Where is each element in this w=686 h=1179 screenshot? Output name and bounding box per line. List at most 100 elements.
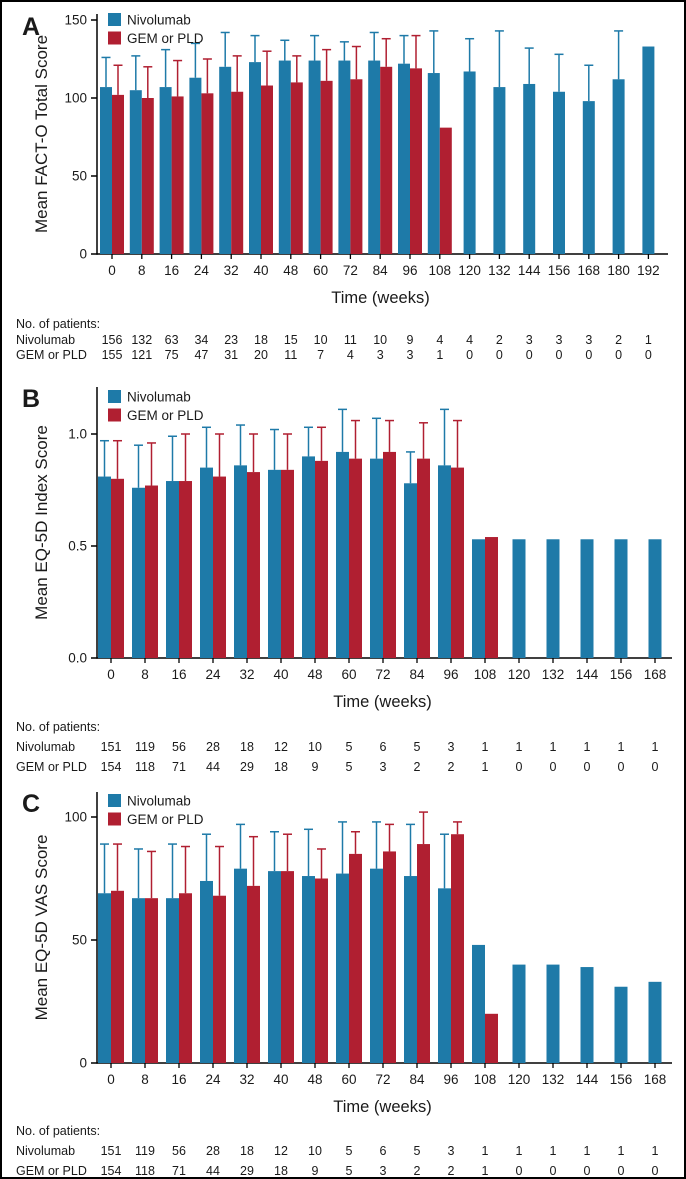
y-axis-title: Mean FACT-O Total Score: [32, 35, 51, 233]
y-tick-label: 0.0: [68, 651, 87, 666]
patients-count: 1: [482, 760, 489, 774]
patients-count: 28: [206, 740, 220, 754]
patients-count: 151: [101, 740, 122, 754]
x-tick-label: 48: [307, 1072, 322, 1087]
x-tick-label: 168: [644, 1072, 667, 1087]
gem-or-pld-bar: [281, 469, 294, 658]
legend-swatch-nivolumab: [108, 13, 121, 26]
patients-count: 3: [556, 333, 563, 347]
patients-count: 1: [516, 1144, 523, 1158]
patients-count: 0: [652, 760, 659, 774]
nivolumab-bar: [642, 46, 655, 254]
x-tick-label: 96: [443, 667, 458, 682]
y-tick-label: 0: [79, 247, 87, 262]
nivolumab-bar: [219, 66, 232, 254]
x-tick-label: 16: [164, 263, 179, 278]
gem-or-pld-bar: [111, 478, 124, 658]
nivolumab-bar: [308, 60, 321, 255]
panel-letter: A: [22, 13, 40, 41]
nivolumab-bar: [268, 469, 281, 658]
nivolumab-bar: [404, 876, 417, 1063]
patients-count: 0: [466, 348, 473, 362]
patients-count: 1: [516, 740, 523, 754]
x-tick-label: 108: [474, 1072, 497, 1087]
patients-count: 28: [206, 1144, 220, 1158]
patients-count: 18: [254, 333, 268, 347]
patients-count: 3: [380, 1164, 387, 1178]
gem-or-pld-bar: [145, 485, 158, 658]
patients-count: 10: [314, 333, 328, 347]
nivolumab-bar: [278, 60, 291, 255]
x-tick-label: 192: [637, 263, 660, 278]
patients-count: 1: [482, 1164, 489, 1178]
patients-count: 1: [652, 1144, 659, 1158]
nivolumab-bar: [336, 451, 349, 658]
gem-or-pld-bar: [380, 66, 393, 254]
gem-or-pld-bar: [320, 80, 333, 254]
x-tick-label: 24: [205, 667, 221, 682]
patients-count: 29: [240, 1164, 254, 1178]
x-tick-label: 72: [375, 1072, 390, 1087]
patients-count: 3: [380, 760, 387, 774]
patients-count: 0: [584, 760, 591, 774]
nivolumab-bar: [368, 60, 381, 255]
x-tick-label: 156: [610, 1072, 633, 1087]
patients-count: 5: [414, 1144, 421, 1158]
y-tick-label: 0: [79, 1056, 87, 1071]
gem-or-pld-bar: [417, 844, 430, 1063]
patients-count: 1: [482, 1144, 489, 1158]
gem-or-pld-bar: [315, 878, 328, 1063]
patients-count: 2: [414, 1164, 421, 1178]
patients-count: 7: [317, 348, 324, 362]
patients-count: 10: [373, 333, 387, 347]
nivolumab-bar: [132, 487, 145, 658]
gem-or-pld-bar: [179, 481, 192, 658]
nivolumab-bar: [200, 467, 213, 658]
patients-count: 2: [448, 760, 455, 774]
gem-or-pld-bar: [171, 96, 184, 254]
nivolumab-bar: [98, 893, 111, 1063]
gem-or-pld-bar: [231, 91, 244, 254]
patients-count: 1: [645, 333, 652, 347]
patients-count: 23: [224, 333, 238, 347]
gem-or-pld-bar: [485, 537, 498, 658]
patients-count: 18: [274, 760, 288, 774]
patients-count: 1: [584, 740, 591, 754]
patients-count: 0: [526, 348, 533, 362]
patients-count: 10: [308, 740, 322, 754]
nivolumab-bar: [302, 456, 315, 658]
legend-label-gem-or-pld: GEM or PLD: [127, 812, 204, 827]
x-tick-label: 24: [205, 1072, 221, 1087]
patients-count: 0: [652, 1164, 659, 1178]
nivolumab-bar: [129, 90, 142, 254]
gem-or-pld-bar: [349, 853, 362, 1063]
patients-count: 0: [550, 760, 557, 774]
patients-count: 10: [308, 1144, 322, 1158]
patients-count: 0: [615, 348, 622, 362]
gem-or-pld-bar: [315, 460, 328, 658]
patients-count: 3: [448, 1144, 455, 1158]
patients-table-title: No. of patients:: [16, 720, 100, 734]
patients-count: 0: [496, 348, 503, 362]
x-axis-title: Time (weeks): [331, 289, 429, 307]
legend-label-nivolumab: Nivolumab: [127, 794, 191, 809]
gem-or-pld-bar: [261, 85, 273, 255]
patients-count: 15: [284, 333, 298, 347]
patients-count: 5: [346, 1144, 353, 1158]
gem-or-pld-bar: [290, 82, 303, 255]
x-tick-label: 0: [107, 1072, 115, 1087]
panel-letter: C: [22, 790, 40, 818]
nivolumab-bar: [189, 77, 202, 254]
gem-or-pld-bar: [410, 68, 422, 254]
patients-count: 3: [407, 348, 414, 362]
x-tick-label: 16: [171, 667, 186, 682]
nivolumab-bar: [614, 539, 628, 658]
x-tick-label: 0: [107, 667, 115, 682]
nivolumab-bar: [438, 465, 451, 658]
x-tick-label: 144: [518, 263, 541, 278]
nivolumab-bar: [100, 87, 112, 254]
patients-count: 4: [347, 348, 354, 362]
